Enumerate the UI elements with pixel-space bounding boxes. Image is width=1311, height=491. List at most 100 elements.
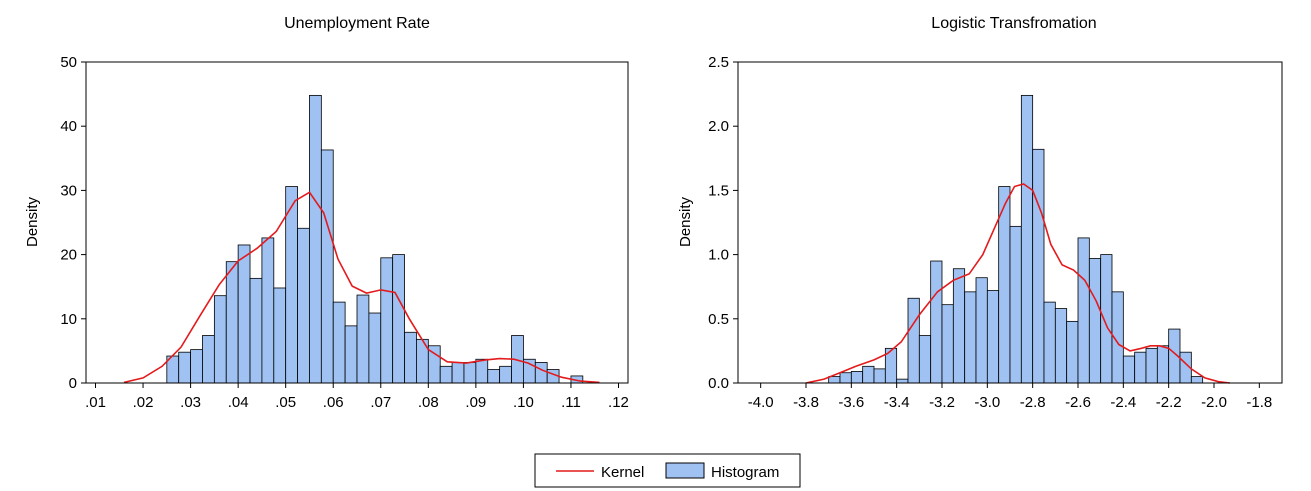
x-tick-label: .12: [608, 394, 629, 411]
histogram-bar: [297, 227, 310, 384]
x-tick-label: -3.4: [884, 394, 910, 411]
histogram-bar: [1009, 225, 1022, 384]
histogram-bar: [930, 260, 943, 384]
histogram-bar: [463, 362, 477, 384]
x-tick-label: -3.6: [838, 394, 864, 411]
x-tick-label: -4.0: [748, 394, 774, 411]
x-tick-label: .04: [228, 394, 249, 411]
legend-histogram-label: Histogram: [711, 464, 779, 481]
histogram-bar: [202, 335, 215, 384]
histogram-bar: [952, 268, 966, 384]
histogram-bar: [896, 378, 909, 384]
histogram-bar: [178, 351, 191, 384]
x-tick-label: -2.8: [1020, 394, 1046, 411]
histogram-bar: [1066, 320, 1079, 384]
x-tick-label: .01: [85, 394, 106, 411]
y-tick-label: 2.5: [708, 54, 729, 71]
histogram-bar: [1077, 237, 1090, 384]
y-tick-label: 0.5: [708, 311, 729, 328]
histogram-bar: [499, 365, 512, 384]
histogram-bar: [534, 362, 548, 384]
histogram-bar: [862, 365, 875, 384]
histogram-bar: [1100, 254, 1113, 384]
plot-frame: [85, 61, 629, 384]
y-tick-label: 1.5: [708, 182, 729, 199]
histogram-bar: [1088, 258, 1102, 384]
x-tick-label: -3.8: [793, 394, 819, 411]
histogram-bar: [850, 371, 864, 384]
histogram-bar: [1032, 148, 1045, 384]
legend: Kernel Histogram: [534, 453, 801, 488]
y-axis-label: Density: [24, 196, 41, 247]
histogram-bar: [213, 295, 227, 384]
histogram-bar: [941, 304, 954, 384]
x-tick-label: .06: [323, 394, 344, 411]
histogram-bar: [1145, 347, 1158, 384]
y-tick-label: 50: [60, 54, 77, 71]
histogram-bar: [225, 261, 239, 384]
axis-ticks: -4.0 -3.8 -3.6 -3.4 -3.2 -3.0 -2.8 -2.6 -2.4 -2.2…: [708, 54, 1272, 411]
histogram-bar: [404, 331, 417, 384]
x-tick-label: -1.8: [1246, 394, 1272, 411]
histogram-bar: [475, 358, 489, 384]
histogram-bar: [309, 94, 322, 384]
histogram-bar: [1122, 355, 1136, 384]
x-tick-label: .09: [465, 394, 486, 411]
chart-title: Unemployment Rate: [284, 15, 430, 32]
x-tick-label: .07: [370, 394, 391, 411]
histogram-bar: [368, 312, 382, 384]
y-tick-label: 1.0: [708, 247, 729, 264]
axis-ticks: .01 .02 .03 .04 .05 .06 .07 .08 .09 .10 .11 .12 0 10 2…: [60, 54, 629, 411]
x-tick-label: .03: [180, 394, 201, 411]
y-tick-label: 0.0: [708, 375, 729, 392]
kernel-density-line: [805, 183, 1230, 384]
chart-title: Logistic Transfromation: [931, 15, 1096, 32]
x-tick-label: -2.6: [1065, 394, 1091, 411]
histogram-bar: [1134, 351, 1147, 384]
histogram-bar: [190, 349, 203, 384]
x-tick-label: -2.0: [1201, 394, 1227, 411]
histogram-bar: [907, 297, 920, 384]
histogram-bar: [1156, 345, 1170, 384]
y-tick-label: 30: [60, 182, 77, 199]
histogram-bar: [392, 254, 405, 384]
y-tick-label: 20: [60, 247, 77, 264]
histogram-bar: [986, 290, 1000, 384]
y-axis-label: Density: [677, 196, 694, 247]
histogram-bar: [285, 186, 298, 384]
plot-frame: [737, 61, 1283, 384]
histogram-bars: [828, 94, 1204, 384]
histogram-bar: [261, 237, 275, 384]
x-tick-label: -2.4: [1110, 394, 1136, 411]
histogram-bar: [1043, 301, 1056, 384]
y-tick-label: 10: [60, 311, 77, 328]
histogram-bar: [839, 372, 852, 384]
histogram-bar: [439, 365, 453, 384]
x-tick-label: -3.2: [929, 394, 955, 411]
x-tick-label: -3.0: [974, 394, 1000, 411]
histogram-bar: [332, 301, 346, 384]
histogram-bar: [964, 291, 977, 384]
histogram-bar: [1020, 94, 1034, 384]
histogram-bar: [451, 362, 465, 384]
x-tick-label: .10: [513, 394, 534, 411]
legend-kernel-label: Kernel: [601, 464, 644, 481]
histogram-bar: [1054, 308, 1068, 384]
histogram-bar: [273, 287, 287, 384]
histogram-bar: [237, 244, 251, 384]
x-tick-label: .11: [561, 394, 581, 411]
y-tick-label: 0: [69, 375, 77, 392]
histogram-bar: [828, 376, 841, 384]
histogram-bar: [380, 257, 394, 384]
unemployment-rate-chart: Unemployment Rate Density .01.02.03.04.0…: [24, 15, 629, 411]
histogram-bar: [487, 369, 501, 384]
histogram-bar: [249, 277, 263, 384]
legend-histogram-swatch: [665, 462, 705, 479]
y-tick-label: 2.0: [708, 118, 729, 135]
y-tick-label: 40: [60, 118, 77, 135]
histogram-bar: [975, 277, 988, 384]
x-tick-label: .05: [275, 394, 296, 411]
kernel-density-line: [123, 191, 600, 384]
histogram-bar: [873, 368, 886, 384]
